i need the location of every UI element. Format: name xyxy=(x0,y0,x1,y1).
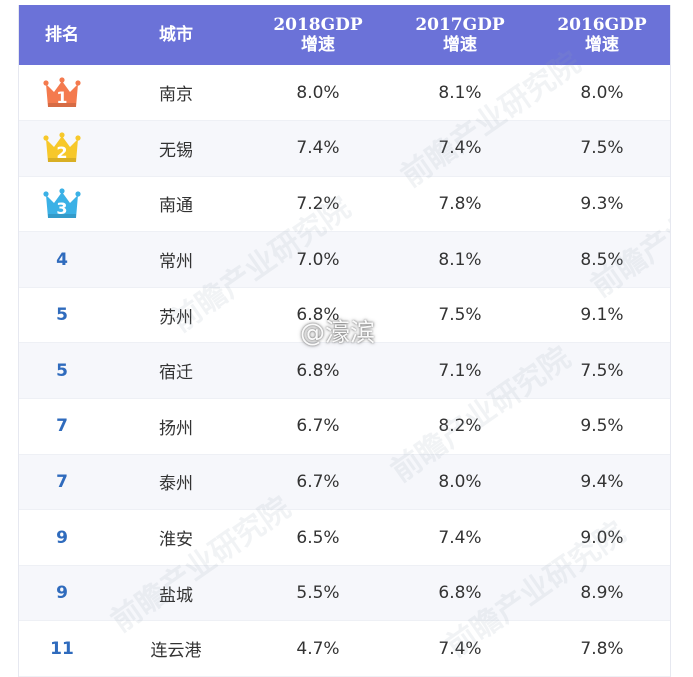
city-cell: 连云港 xyxy=(150,641,202,662)
growth-2018-cell: 7.0% xyxy=(296,249,340,270)
growth-2017-cell: 7.1% xyxy=(438,360,482,381)
crown-rank-number: 2 xyxy=(56,143,67,162)
table-row: 7 扬州 6.7% 8.2% 9.5% xyxy=(19,399,670,455)
rank-cell: 2 xyxy=(19,121,105,177)
rank-cell: 9 xyxy=(19,565,105,621)
growth-2016-cell: 9.3% xyxy=(580,193,624,214)
rank-cell: 9 xyxy=(19,510,105,566)
growth-2018-cell: 8.0% xyxy=(296,82,340,103)
ranking-table-frame: 排名 城市 2018GDP 增速 2017GDP 增速 2016GDP 增速 1… xyxy=(18,5,671,677)
table-header-row: 排名 城市 2018GDP 增速 2017GDP 增速 2016GDP 增速 xyxy=(19,5,670,65)
growth-2016-cell: 7.5% xyxy=(580,138,624,159)
table-row: 9 盐城 5.5% 6.8% 8.9% xyxy=(19,565,670,621)
growth-2018-cell: 7.2% xyxy=(296,193,340,214)
rank-number: 5 xyxy=(56,360,68,381)
gdp-growth-table: 排名 城市 2018GDP 增速 2017GDP 增速 2016GDP 增速 1… xyxy=(19,5,670,677)
rank-number: 7 xyxy=(56,471,68,492)
table-row: 1 南京 8.0% 8.1% 8.0% xyxy=(19,65,670,121)
rank-cell: 4 xyxy=(19,232,105,288)
rank-cell: 5 xyxy=(19,343,105,399)
rank-number: 9 xyxy=(56,583,68,604)
rank-cell: 7 xyxy=(19,454,105,510)
growth-2016-cell: 9.0% xyxy=(580,527,624,548)
growth-2017-cell: 8.1% xyxy=(438,82,482,103)
growth-2018-cell: 7.4% xyxy=(296,138,340,159)
growth-2016-cell: 8.5% xyxy=(580,249,624,270)
table-row: 5 苏州 6.8% 7.5% 9.1% xyxy=(19,287,670,343)
crown-icon: 2 xyxy=(43,132,81,163)
growth-2016-cell: 7.5% xyxy=(580,360,624,381)
city-cell: 苏州 xyxy=(159,307,193,328)
table-row: 4 常州 7.0% 8.1% 8.5% xyxy=(19,231,670,288)
city-cell: 南京 xyxy=(159,85,193,106)
growth-2017-cell: 7.5% xyxy=(438,305,482,326)
city-cell: 淮安 xyxy=(159,530,193,551)
growth-2016-cell: 7.8% xyxy=(580,638,624,659)
growth-2016-cell: 9.1% xyxy=(580,305,624,326)
growth-2017-cell: 7.4% xyxy=(438,638,482,659)
table-row: 9 淮安 6.5% 7.4% 9.0% xyxy=(19,510,670,566)
rank-number: 5 xyxy=(56,305,68,326)
table-row: 7 泰州 6.7% 8.0% 9.4% xyxy=(19,454,670,510)
header-city: 城市 xyxy=(159,25,193,45)
table-row: 11 连云港 4.7% 7.4% 7.8% xyxy=(19,621,670,677)
rank-cell: 3 xyxy=(19,176,105,232)
growth-2018-cell: 6.8% xyxy=(296,305,340,326)
growth-2017-cell: 8.1% xyxy=(438,249,482,270)
growth-2016-cell: 9.4% xyxy=(580,471,624,492)
growth-2016-cell: 8.0% xyxy=(580,82,624,103)
growth-2017-cell: 7.8% xyxy=(438,193,482,214)
growth-2017-cell: 6.8% xyxy=(438,583,482,604)
city-cell: 盐城 xyxy=(159,585,193,606)
table-row: 5 宿迁 6.8% 7.1% 7.5% xyxy=(19,342,670,399)
rank-number: 7 xyxy=(56,416,68,437)
header-2017-growth: 2017GDP 增速 xyxy=(415,15,505,55)
rank-cell: 1 xyxy=(19,65,105,121)
rank-number: 9 xyxy=(56,527,68,548)
header-2018-growth: 2018GDP 增速 xyxy=(273,15,363,55)
growth-2017-cell: 7.4% xyxy=(438,527,482,548)
rank-cell: 11 xyxy=(19,621,105,677)
city-cell: 南通 xyxy=(159,196,193,217)
city-cell: 宿迁 xyxy=(159,363,193,384)
crown-icon: 3 xyxy=(43,188,81,218)
city-cell: 扬州 xyxy=(159,418,193,439)
growth-2018-cell: 5.5% xyxy=(296,583,340,604)
header-2016-growth: 2016GDP 增速 xyxy=(557,15,647,55)
growth-2018-cell: 6.7% xyxy=(296,416,340,437)
table-row: 3 南通 7.2% 7.8% 9.3% xyxy=(19,176,670,232)
rank-cell: 7 xyxy=(19,399,105,455)
crown-icon: 1 xyxy=(43,76,81,107)
growth-2016-cell: 9.5% xyxy=(580,416,624,437)
growth-2016-cell: 8.9% xyxy=(580,583,624,604)
rank-number: 4 xyxy=(56,249,68,270)
growth-2018-cell: 6.5% xyxy=(296,527,340,548)
growth-2018-cell: 6.7% xyxy=(296,471,340,492)
rank-number: 11 xyxy=(50,638,74,659)
crown-rank-number: 3 xyxy=(56,199,67,218)
growth-2017-cell: 8.2% xyxy=(438,416,482,437)
city-cell: 常州 xyxy=(159,252,193,273)
table-row: 2 无锡 7.4% 7.4% 7.5% xyxy=(19,120,670,177)
growth-2017-cell: 8.0% xyxy=(438,471,482,492)
growth-2017-cell: 7.4% xyxy=(438,138,482,159)
city-cell: 泰州 xyxy=(159,474,193,495)
city-cell: 无锡 xyxy=(159,140,193,161)
crown-rank-number: 1 xyxy=(56,88,67,107)
growth-2018-cell: 4.7% xyxy=(296,638,340,659)
rank-cell: 5 xyxy=(19,287,105,343)
growth-2018-cell: 6.8% xyxy=(296,360,340,381)
header-rank: 排名 xyxy=(45,25,79,45)
